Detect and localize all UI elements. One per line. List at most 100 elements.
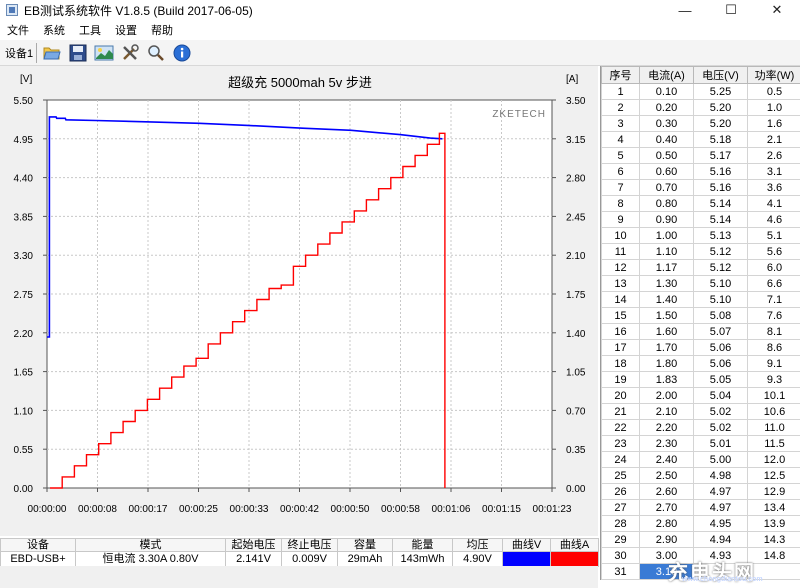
row-power-cell: 9.1 <box>747 355 800 372</box>
row-current-cell: 2.80 <box>639 515 694 532</box>
device-selector[interactable]: 设备1 <box>5 47 34 60</box>
summary-header-device: 设备 <box>0 538 76 552</box>
menu-settings[interactable]: 设置 <box>115 25 137 37</box>
row-voltage-cell: 5.14 <box>693 195 748 212</box>
status-bar <box>0 566 598 588</box>
summary-header-start-voltage: 起始电压 <box>225 538 282 552</box>
right-axis-tick-label: 0.35 <box>566 445 586 456</box>
table-row[interactable]: 22 2.20 5.02 11.0 <box>601 419 800 436</box>
table-row[interactable]: 27 2.70 4.97 13.4 <box>601 499 800 516</box>
minimize-button[interactable]: — <box>678 2 692 18</box>
row-power-cell: 8.1 <box>747 323 800 340</box>
table-row[interactable]: 15 1.50 5.08 7.6 <box>601 307 800 324</box>
open-folder-button[interactable] <box>41 42 63 64</box>
menu-help[interactable]: 帮助 <box>151 25 173 37</box>
x-axis-tick-label: 00:00:17 <box>129 504 168 515</box>
col-header-power[interactable]: 功率(W) <box>747 66 800 84</box>
chart-title: 超级充 5000mah 5v 步进 <box>228 75 372 90</box>
table-row[interactable]: 16 1.60 5.07 8.1 <box>601 323 800 340</box>
row-current-cell: 1.50 <box>639 307 694 324</box>
row-power-cell: 3.6 <box>747 179 800 196</box>
table-row[interactable]: 9 0.90 5.14 4.6 <box>601 211 800 228</box>
table-row[interactable]: 29 2.90 4.94 14.3 <box>601 531 800 548</box>
menu-tools[interactable]: 工具 <box>79 25 101 37</box>
curve-a-color-swatch[interactable] <box>550 551 599 567</box>
table-row[interactable]: 21 2.10 5.02 10.6 <box>601 403 800 420</box>
row-power-cell: 6.0 <box>747 259 800 276</box>
left-axis-tick-label: 3.30 <box>14 251 34 262</box>
table-row[interactable]: 20 2.00 5.04 10.1 <box>601 387 800 404</box>
table-row[interactable]: 6 0.60 5.16 3.1 <box>601 163 800 180</box>
row-current-cell: 1.00 <box>639 227 694 244</box>
menu-file[interactable]: 文件 <box>7 25 29 37</box>
row-index-cell: 26 <box>601 483 640 500</box>
table-row[interactable]: 17 1.70 5.06 8.6 <box>601 339 800 356</box>
search-button[interactable] <box>145 42 167 64</box>
row-current-cell: 0.50 <box>639 147 694 164</box>
row-power-cell: 8.6 <box>747 339 800 356</box>
row-voltage-cell: 5.05 <box>693 371 748 388</box>
search-magnifier-icon <box>148 44 165 61</box>
row-power-cell: 12.0 <box>747 451 800 468</box>
row-index-cell: 14 <box>601 291 640 308</box>
menu-system[interactable]: 系统 <box>43 25 65 37</box>
right-axis-tick-label: 1.05 <box>566 368 586 379</box>
row-voltage-cell: 5.20 <box>693 99 748 116</box>
curve-v-color-swatch[interactable] <box>502 551 551 567</box>
table-row[interactable]: 30 3.00 4.93 14.8 <box>601 547 800 564</box>
site-watermark-main: 充电头网 <box>668 562 756 584</box>
table-row[interactable]: 26 2.60 4.97 12.9 <box>601 483 800 500</box>
table-row[interactable]: 2 0.20 5.20 1.0 <box>601 99 800 116</box>
table-row[interactable]: 23 2.30 5.01 11.5 <box>601 435 800 452</box>
table-row[interactable]: 11 1.10 5.12 5.6 <box>601 243 800 260</box>
table-row[interactable]: 14 1.40 5.10 7.1 <box>601 291 800 308</box>
row-current-cell: 1.60 <box>639 323 694 340</box>
row-power-cell: 10.1 <box>747 387 800 404</box>
x-axis-tick-label: 00:00:33 <box>230 504 269 515</box>
table-row[interactable]: 13 1.30 5.10 6.6 <box>601 275 800 292</box>
summary-energy: 143mWh <box>392 551 453 567</box>
table-row[interactable]: 4 0.40 5.18 2.1 <box>601 131 800 148</box>
info-button[interactable] <box>171 42 193 64</box>
table-row[interactable]: 25 2.50 4.98 12.5 <box>601 467 800 484</box>
col-header-voltage[interactable]: 电压(V) <box>693 66 748 84</box>
table-row[interactable]: 3 0.30 5.20 1.6 <box>601 115 800 132</box>
row-index-cell: 1 <box>601 83 640 100</box>
table-row[interactable]: 28 2.80 4.95 13.9 <box>601 515 800 532</box>
save-button[interactable] <box>67 42 89 64</box>
row-power-cell: 0.5 <box>747 83 800 100</box>
table-row[interactable]: 1 0.10 5.25 0.5 <box>601 83 800 100</box>
row-voltage-cell: 5.06 <box>693 339 748 356</box>
table-row[interactable]: 5 0.50 5.17 2.6 <box>601 147 800 164</box>
chart-svg: 超级充 5000mah 5v 步进 [V] [A] ZKETECH 5.50 4.… <box>14 74 586 515</box>
table-row[interactable]: 10 1.00 5.13 5.1 <box>601 227 800 244</box>
summary-value-row[interactable]: EBD-USB+ 恒电流 3.30A 0.80V 2.141V 0.009V 2… <box>0 551 599 567</box>
row-voltage-cell: 5.07 <box>693 323 748 340</box>
row-current-cell: 2.70 <box>639 499 694 516</box>
table-row[interactable]: 12 1.17 5.12 6.0 <box>601 259 800 276</box>
table-row[interactable]: 8 0.80 5.14 4.1 <box>601 195 800 212</box>
table-row[interactable]: 7 0.70 5.16 3.6 <box>601 179 800 196</box>
row-index-cell: 6 <box>601 163 640 180</box>
export-image-button[interactable] <box>93 42 115 64</box>
row-current-cell: 2.30 <box>639 435 694 452</box>
site-watermark: 充电头网 www.chongdiantou.com <box>668 556 796 584</box>
left-axis-tick-label: 5.50 <box>14 96 34 107</box>
table-row[interactable]: 18 1.80 5.06 9.1 <box>601 355 800 372</box>
table-row[interactable]: 24 2.40 5.00 12.0 <box>601 451 800 468</box>
col-header-index[interactable]: 序号 <box>601 66 640 84</box>
table-row[interactable]: 31 3.10 <box>601 563 800 580</box>
row-power-cell: 10.6 <box>747 403 800 420</box>
row-index-cell: 2 <box>601 99 640 116</box>
row-current-cell: 2.50 <box>639 467 694 484</box>
tools-button[interactable] <box>119 42 141 64</box>
table-row[interactable]: 19 1.83 5.05 9.3 <box>601 371 800 388</box>
close-button[interactable]: ✕ <box>771 2 783 17</box>
col-header-current[interactable]: 电流(A) <box>639 66 694 84</box>
maximize-button[interactable]: ☐ <box>725 2 737 17</box>
data-table[interactable]: 序号 电流(A) 电压(V) 功率(W) 1 0.10 5.25 0.5 2 0.20 5.… <box>600 66 800 580</box>
row-voltage-cell: 5.12 <box>693 259 748 276</box>
info-icon <box>173 44 191 61</box>
row-index-cell: 11 <box>601 243 640 260</box>
row-power-cell: 12.5 <box>747 467 800 484</box>
